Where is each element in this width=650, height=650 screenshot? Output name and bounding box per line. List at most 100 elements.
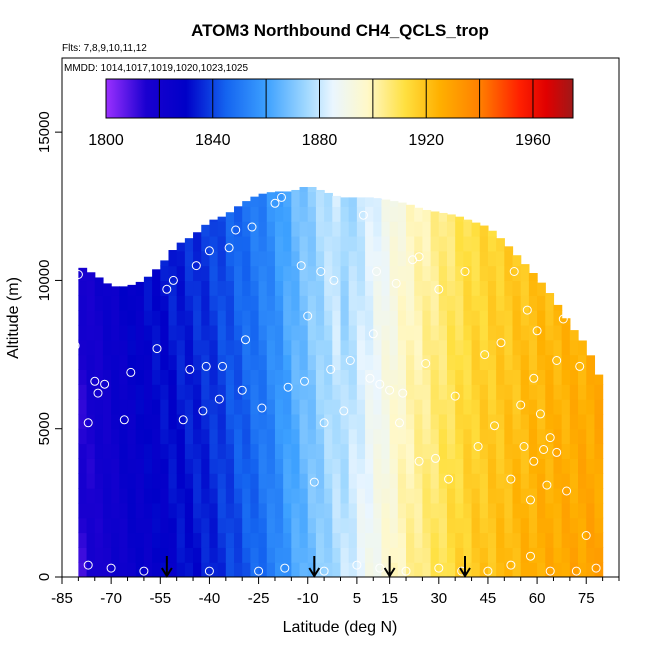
heatmap-cell [397, 295, 407, 311]
heatmap-cell [324, 354, 333, 370]
heatmap-cell [389, 547, 399, 563]
heatmap-cell [397, 265, 407, 282]
heatmap-cell [266, 339, 276, 356]
heatmap-cell [135, 369, 145, 385]
heatmap-cell [438, 354, 448, 370]
heatmap-cell [463, 502, 473, 519]
heatmap-cell [307, 280, 317, 296]
heatmap-cell [356, 428, 366, 445]
heatmap-cell [209, 369, 219, 385]
heatmap-cell [225, 428, 235, 445]
heatmap-cell [348, 235, 358, 252]
heatmap-cell [193, 280, 202, 296]
heatmap-cell [324, 502, 333, 519]
heatmap-cell [274, 443, 284, 459]
observation-point [191, 261, 201, 271]
heatmap-cell [152, 458, 161, 474]
heatmap-cell [160, 473, 170, 489]
heatmap-cell [520, 547, 530, 563]
heatmap-cell [283, 413, 292, 430]
heatmap-cell [266, 399, 276, 415]
heatmap-cell [594, 413, 604, 430]
heatmap-cell [406, 413, 415, 430]
heatmap-cell [594, 562, 604, 577]
heatmap-cell [487, 280, 497, 296]
heatmap-cell [455, 502, 464, 519]
heatmap-cell [94, 502, 104, 519]
heatmap-cell [406, 532, 415, 548]
heatmap-cell [340, 221, 350, 237]
heatmap-cell [528, 517, 538, 534]
heatmap-cell [446, 369, 456, 385]
heatmap-cell [225, 473, 235, 489]
heatmap-cell [545, 413, 555, 430]
observation-point [326, 364, 336, 374]
heatmap-cell [307, 369, 317, 385]
observation-point [70, 341, 80, 351]
heatmap-cell [356, 488, 366, 504]
heatmap-cell [193, 473, 202, 489]
heatmap-cell [340, 443, 350, 459]
heatmap-cell [373, 428, 383, 445]
heatmap-cell [242, 488, 251, 504]
heatmap-cell [414, 221, 424, 237]
heatmap-cell [340, 369, 350, 385]
heatmap-cell [168, 428, 178, 445]
heatmap-cell [135, 281, 145, 296]
heatmap-cell [586, 532, 596, 548]
heatmap-cell [504, 354, 514, 370]
heatmap-cell [569, 330, 579, 341]
heatmap-cell [504, 246, 514, 252]
heatmap-cell [225, 443, 235, 459]
heatmap-cell [373, 265, 383, 282]
heatmap-cell [455, 369, 464, 385]
heatmap-cell [340, 532, 350, 548]
heatmap-cell [389, 265, 399, 282]
heatmap-cell [373, 384, 383, 400]
heatmap-cell [373, 310, 383, 326]
heatmap-cell [217, 265, 227, 282]
observation-point [296, 261, 306, 271]
heatmap-cell [291, 517, 301, 534]
heatmap-cell [496, 280, 505, 296]
heatmap-cell [332, 458, 342, 474]
heatmap-cell [291, 532, 301, 548]
heatmap-cell [184, 502, 194, 519]
heatmap-cell [455, 235, 464, 252]
heatmap-cell [446, 502, 456, 519]
heatmap-cell [397, 488, 407, 504]
heatmap-cell [479, 399, 489, 415]
heatmap-cell [471, 532, 481, 548]
heatmap-cell [266, 517, 276, 534]
heatmap-cell [315, 250, 325, 267]
heatmap-cell [553, 324, 563, 341]
heatmap-cell [537, 354, 546, 370]
heatmap-cell [119, 384, 129, 400]
heatmap-cell [537, 384, 546, 400]
heatmap-cell [479, 384, 489, 400]
heatmap-cell [348, 221, 358, 237]
heatmap-cell [307, 206, 317, 222]
heatmap-cell [86, 413, 96, 430]
heatmap-cell [176, 265, 186, 282]
heatmap-cell [242, 369, 251, 385]
heatmap-cell [537, 310, 546, 326]
heatmap-cell [242, 562, 251, 577]
heatmap-cell [356, 206, 366, 222]
heatmap-cell [234, 235, 243, 252]
heatmap-cell [545, 428, 555, 445]
heatmap-cell [250, 532, 260, 548]
heatmap-cell [528, 273, 538, 282]
heatmap-cell [168, 295, 178, 311]
heatmap-cell [86, 339, 96, 356]
heatmap-cell [209, 428, 219, 445]
heatmap-cell [545, 384, 555, 400]
heatmap-cell [578, 532, 587, 548]
heatmap-cell [487, 310, 497, 326]
heatmap-cell [455, 443, 464, 459]
heatmap-cell [266, 473, 276, 489]
heatmap-cell [561, 562, 571, 577]
observation-point [345, 356, 355, 365]
heatmap-cell [225, 532, 235, 548]
